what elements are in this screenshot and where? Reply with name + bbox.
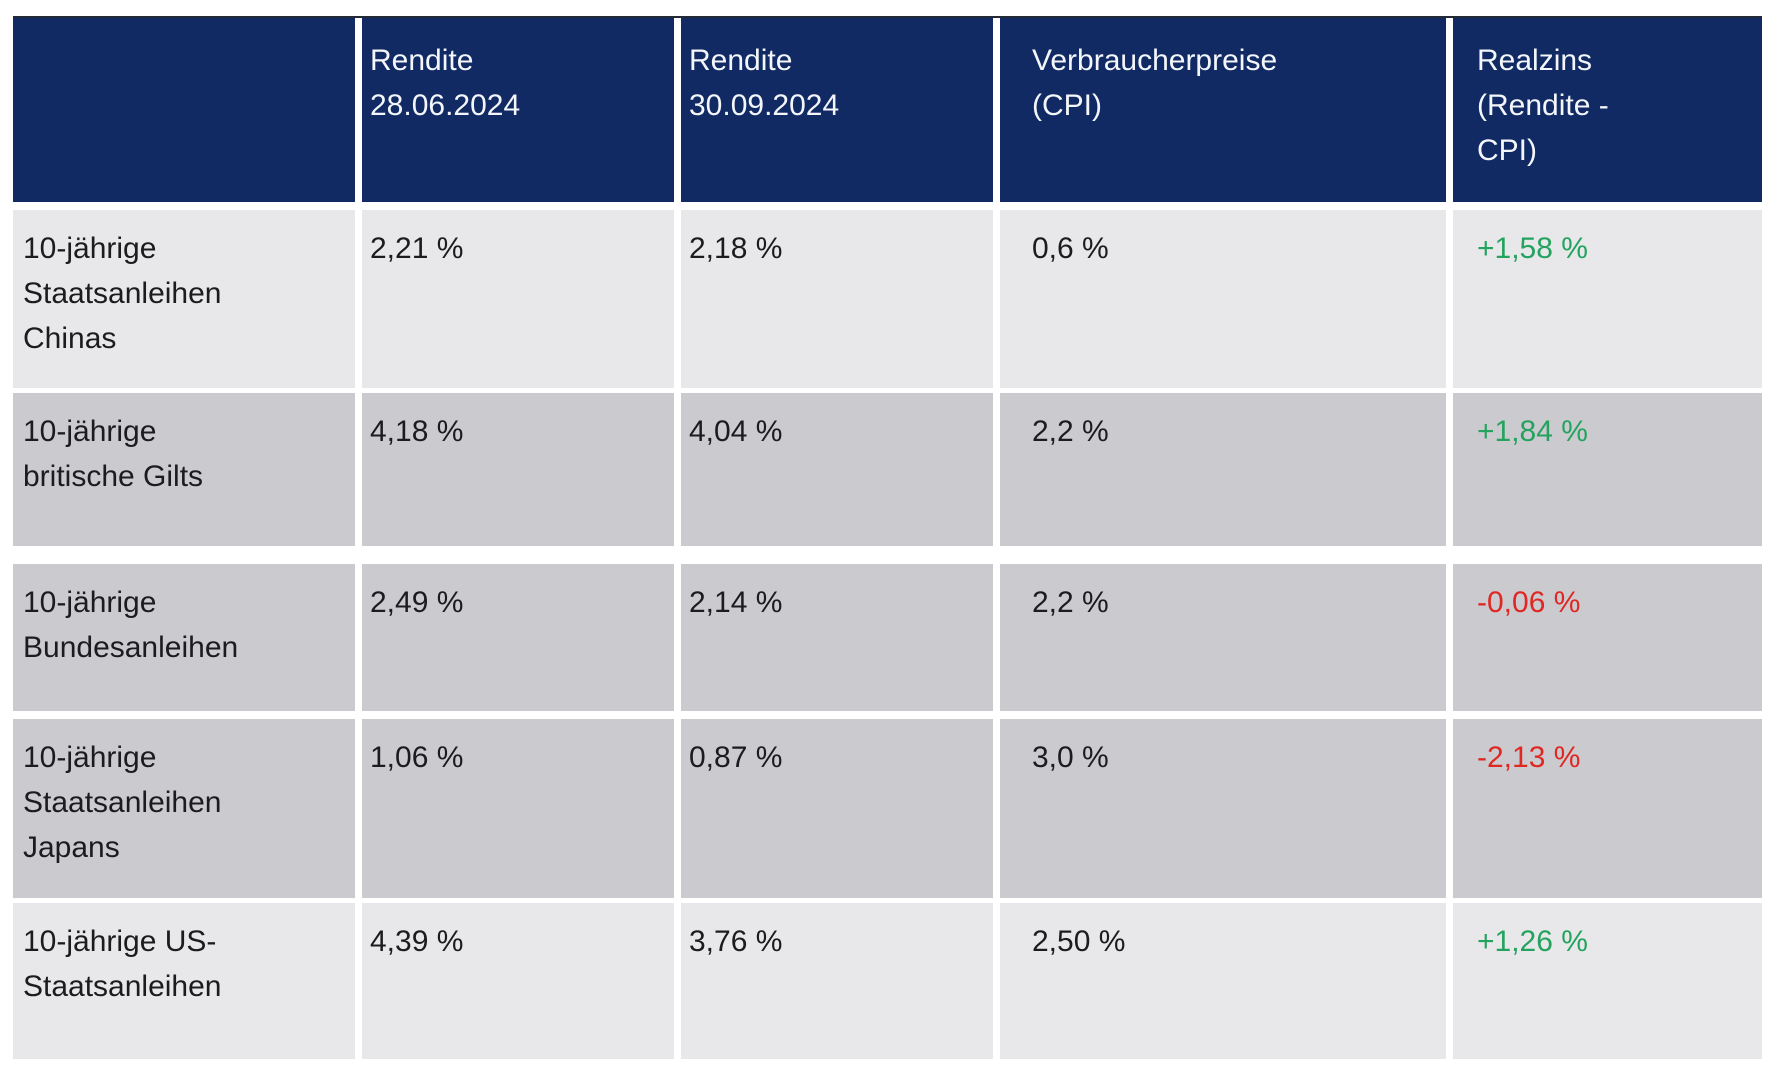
table-row: 10-jährige britische Gilts 4,18 % 4,04 %… [13, 393, 1762, 546]
table-row: 10-jährige Staatsanleihen Chinas 2,21 % … [13, 210, 1762, 388]
cell-cpi: 3,0 % [1000, 719, 1446, 898]
header-cell-rendite-sep: Rendite 30.09.2024 [681, 18, 993, 202]
cell-rendite-jun: 2,21 % [362, 210, 674, 388]
cell-realzins: +1,58 % [1453, 210, 1762, 388]
cell-rendite-jun: 2,49 % [362, 564, 674, 711]
row-label: 10-jährige Staatsanleihen Chinas [13, 210, 355, 388]
header-cell-asset [13, 18, 355, 202]
cell-rendite-sep: 2,18 % [681, 210, 993, 388]
cell-rendite-sep: 0,87 % [681, 719, 993, 898]
cell-realzins: -2,13 % [1453, 719, 1762, 898]
cell-realzins: -0,06 % [1453, 564, 1762, 711]
row-label: 10-jährige US- Staatsanleihen [13, 903, 355, 1059]
header-cell-cpi: Verbraucherpreise (CPI) [1000, 18, 1446, 202]
row-label: 10-jährige Bundesanleihen [13, 564, 355, 711]
table-row: 10-jährige Staatsanleihen Japans 1,06 % … [13, 719, 1762, 898]
header-cell-realzins: Realzins (Rendite - CPI) [1453, 18, 1762, 202]
cell-rendite-jun: 4,18 % [362, 393, 674, 546]
bond-yield-table: Rendite 28.06.2024 Rendite 30.09.2024 Ve… [13, 16, 1762, 1059]
cell-rendite-jun: 1,06 % [362, 719, 674, 898]
row-label: 10-jährige britische Gilts [13, 393, 355, 546]
table-row: 10-jährige Bundesanleihen 2,49 % 2,14 % … [13, 564, 1762, 711]
table-header-row: Rendite 28.06.2024 Rendite 30.09.2024 Ve… [13, 16, 1762, 202]
header-cell-rendite-jun: Rendite 28.06.2024 [362, 18, 674, 202]
table-row: 10-jährige US- Staatsanleihen 4,39 % 3,7… [13, 903, 1762, 1059]
cell-realzins: +1,26 % [1453, 903, 1762, 1059]
cell-rendite-sep: 2,14 % [681, 564, 993, 711]
cell-rendite-jun: 4,39 % [362, 903, 674, 1059]
cell-rendite-sep: 3,76 % [681, 903, 993, 1059]
cell-cpi: 2,2 % [1000, 393, 1446, 546]
cell-rendite-sep: 4,04 % [681, 393, 993, 546]
cell-cpi: 0,6 % [1000, 210, 1446, 388]
row-label: 10-jährige Staatsanleihen Japans [13, 719, 355, 898]
cell-cpi: 2,50 % [1000, 903, 1446, 1059]
cell-cpi: 2,2 % [1000, 564, 1446, 711]
cell-realzins: +1,84 % [1453, 393, 1762, 546]
